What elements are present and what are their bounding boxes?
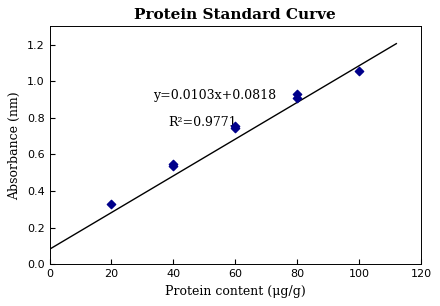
Point [294,91,301,96]
Point [170,162,177,167]
Title: Protein Standard Curve: Protein Standard Curve [135,8,336,22]
Point [232,125,239,130]
Point [170,164,177,169]
Point [294,95,301,100]
Point [356,69,363,73]
Point [232,124,239,129]
Text: R²=0.9771: R²=0.9771 [169,116,237,129]
Y-axis label: Absorbance (nm): Absorbance (nm) [8,91,21,200]
Point [108,201,115,206]
Text: y=0.0103x+0.0818: y=0.0103x+0.0818 [154,89,277,103]
X-axis label: Protein content (μg/g): Protein content (μg/g) [165,285,306,298]
